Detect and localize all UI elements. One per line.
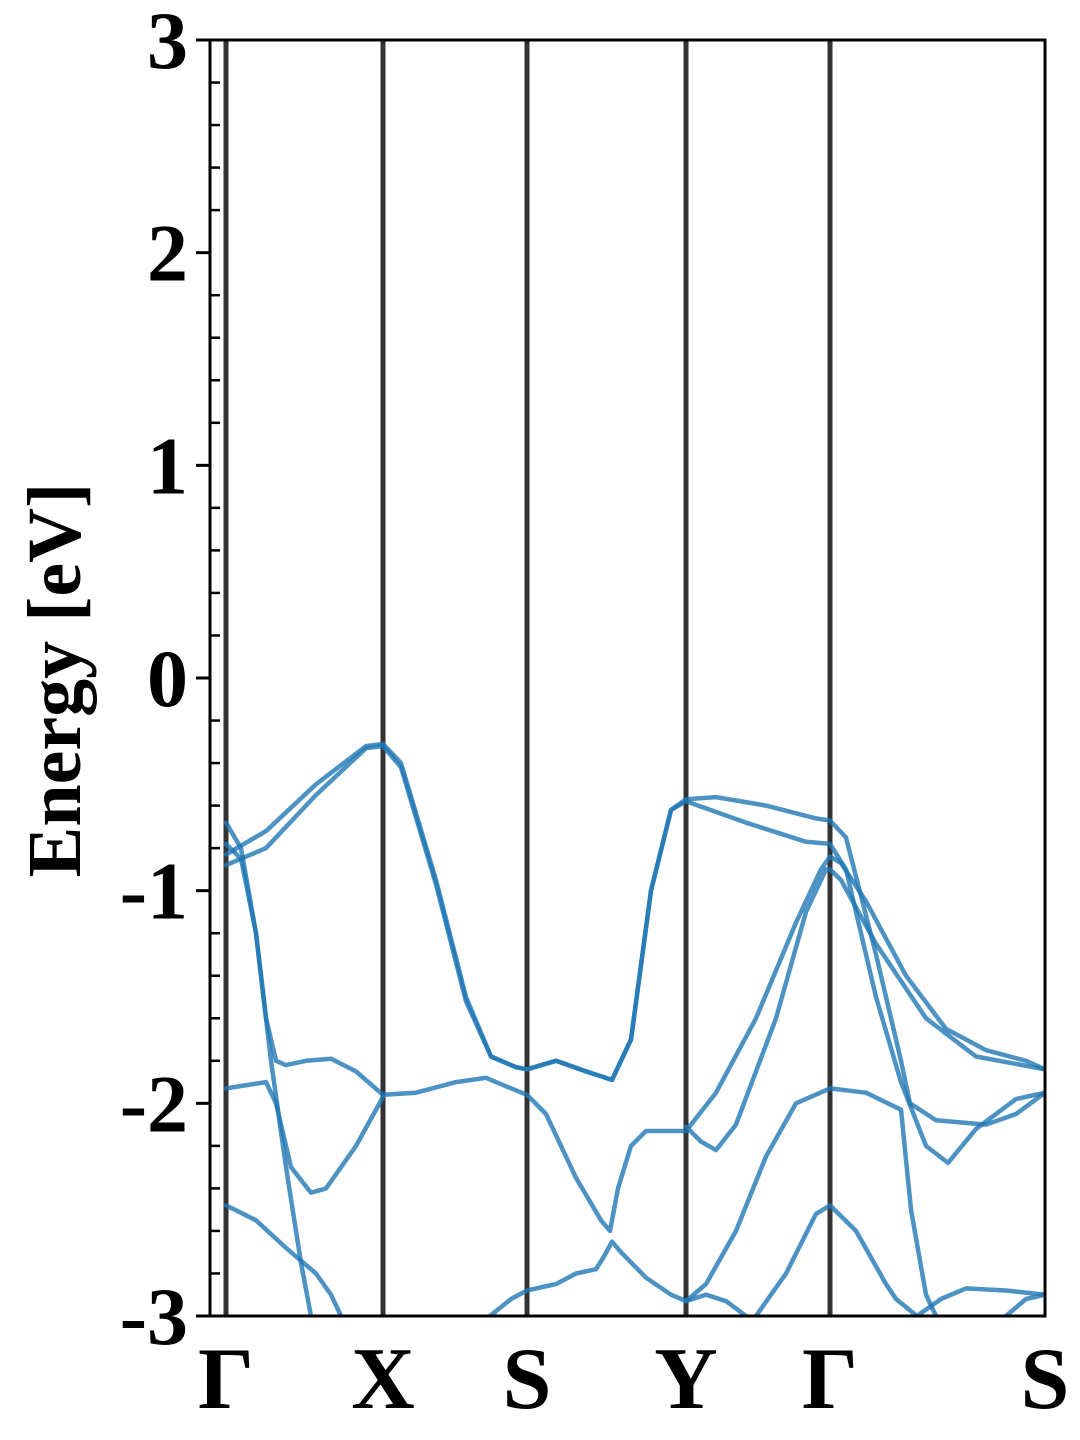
band-line (683, 867, 1045, 1153)
y-tick-label: -1 (120, 846, 188, 937)
band-line (223, 1079, 386, 1195)
band-line (753, 1203, 1045, 1316)
band-line (487, 1239, 749, 1316)
x-tick-label: Γ (198, 1331, 254, 1428)
band-line (1003, 1292, 1045, 1316)
x-tick-label: S (1021, 1331, 1070, 1428)
y-tick-label: 2 (147, 208, 188, 299)
y-tick-label: -2 (120, 1058, 188, 1149)
bands (223, 741, 1045, 1316)
band-line (223, 820, 314, 1316)
plot-frame (208, 38, 1047, 1318)
band-line (223, 1203, 344, 1316)
band-line (683, 1086, 939, 1316)
x-tick-label: Γ (802, 1331, 858, 1428)
y-tick-label: 1 (147, 420, 188, 511)
band-line (223, 743, 1045, 1166)
band-line (223, 841, 1045, 1234)
y-tick-label: 3 (147, 0, 188, 86)
x-tick-label: Y (654, 1331, 718, 1428)
x-tick-label: S (503, 1331, 552, 1428)
y-axis-label: Energy [eV] (13, 483, 97, 878)
y-tick-label: -3 (120, 1271, 188, 1362)
x-tick-label: X (351, 1331, 415, 1428)
y-tick-label: 0 (147, 633, 188, 724)
